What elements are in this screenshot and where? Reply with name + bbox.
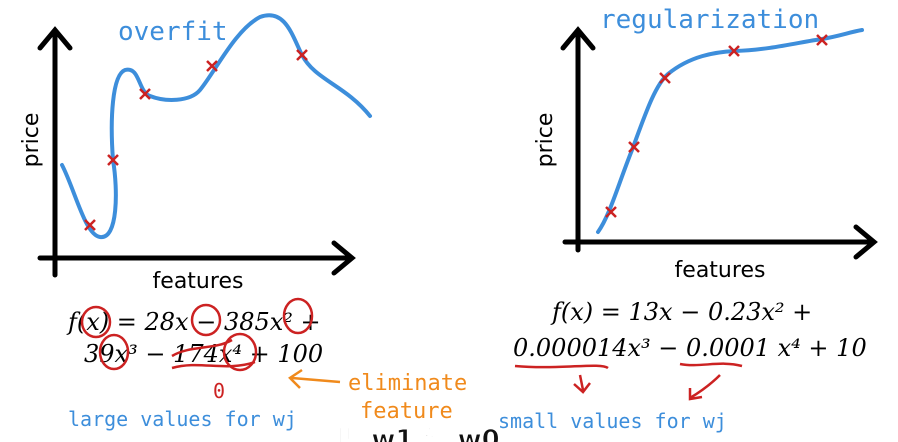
formula: f(x) = 13x − 0.23x² + — [550, 298, 812, 326]
right-points — [605, 34, 828, 218]
x-axis-label: features — [153, 269, 244, 294]
subtitle: 即 w1 到 w0 — [336, 425, 499, 442]
formula: 0.000014x³ − 0.0001 x⁴ + 10 — [513, 334, 867, 362]
eliminate-note: feature — [360, 399, 453, 424]
overfit-curve — [60, 13, 372, 239]
formula: 39x³ − 174x⁴ + 100 — [84, 340, 323, 368]
right-title: regularization — [600, 5, 819, 35]
annotations — [80, 297, 743, 401]
arrow — [288, 368, 341, 389]
y-axis-label: price — [19, 113, 44, 168]
left-points — [84, 49, 308, 231]
small-note: small values for wj — [498, 409, 727, 433]
zero-note: 0 — [213, 379, 225, 403]
x-axis-label: features — [675, 258, 766, 283]
left-title: overfit — [118, 17, 228, 47]
eliminate-note: eliminate — [348, 371, 467, 396]
large-note: large values for wj — [68, 407, 297, 431]
right-axes — [560, 26, 878, 260]
y-axis-label: price — [533, 113, 558, 168]
left-axes — [37, 26, 356, 278]
